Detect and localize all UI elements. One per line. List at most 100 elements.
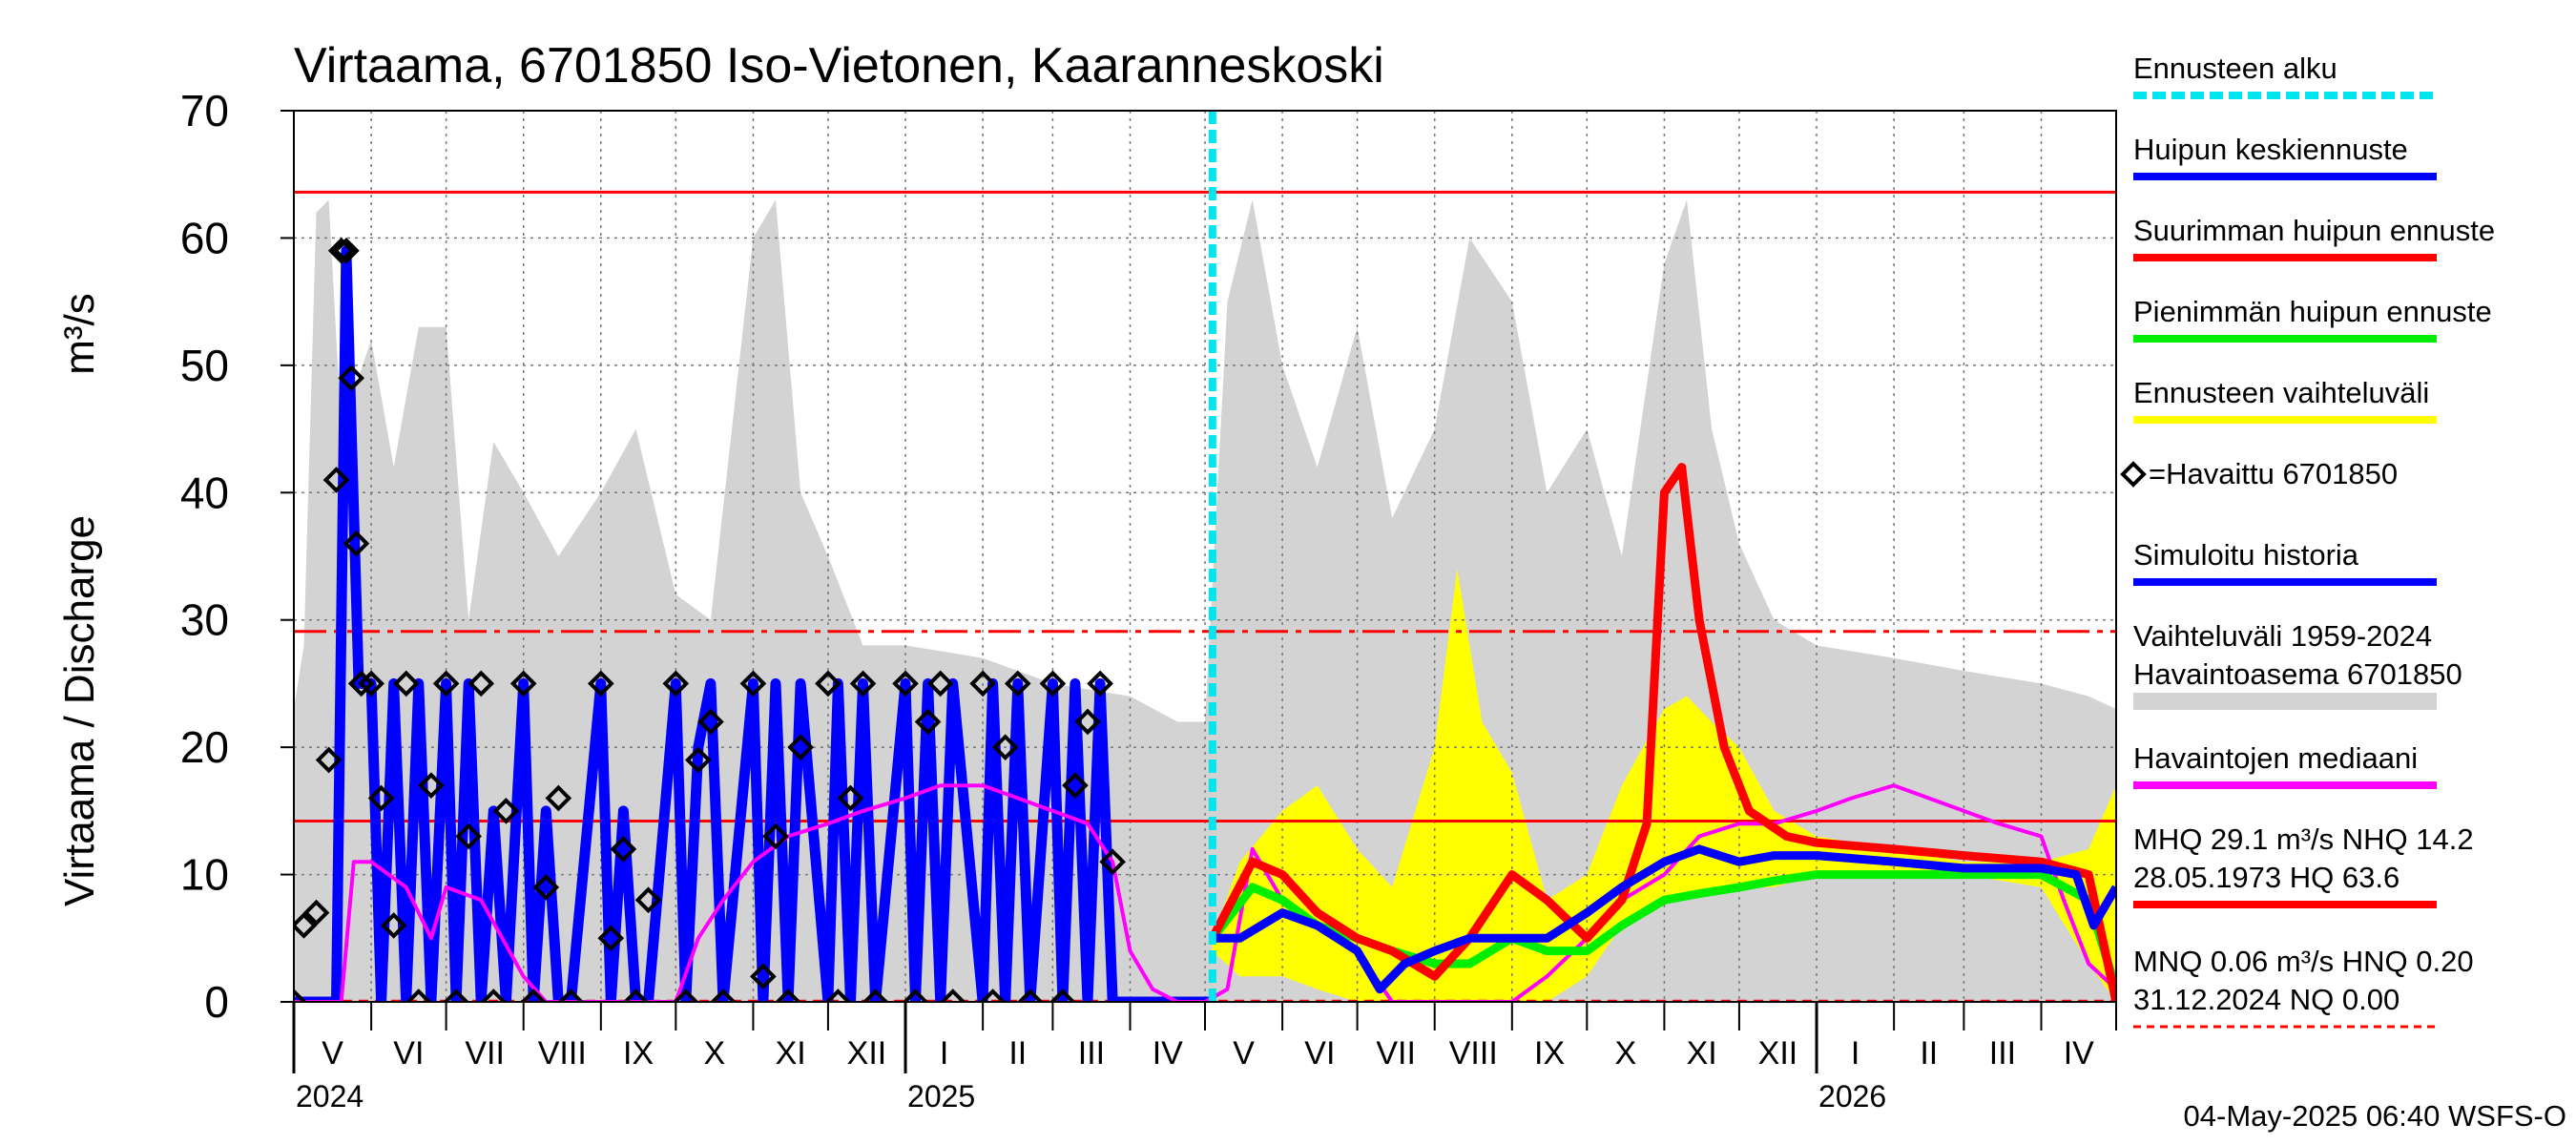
x-month-label: I <box>1851 1035 1859 1072</box>
observed-point <box>862 989 889 1002</box>
observed-point <box>969 670 996 697</box>
series-pienimman-huipun-ennuste <box>1209 870 2116 991</box>
observed-point <box>926 670 954 697</box>
observed-point <box>358 670 384 697</box>
observed-point <box>333 237 360 264</box>
chart-title: Virtaama, 6701850 Iso-Vietonen, Kaaranne… <box>294 38 1384 94</box>
observed-point <box>762 822 789 850</box>
x-month-label: VI <box>1304 1035 1335 1072</box>
legend-label: Ennusteen alku <box>2133 52 2337 85</box>
observed-point <box>1004 670 1031 697</box>
observed-point <box>532 874 560 901</box>
plot-content <box>294 111 2116 1002</box>
y-tick-label: 40 <box>180 468 229 517</box>
legend-label: Vaihteluväli 1959-2024 <box>2133 619 2432 653</box>
observed-point <box>520 989 548 1002</box>
y-tick-label: 0 <box>204 977 229 1027</box>
observed-point <box>902 989 929 1002</box>
legend-label: Simuloitu historia <box>2133 538 2359 572</box>
observed-point <box>557 989 585 1002</box>
observed-point <box>315 746 343 774</box>
x-month-label: II <box>1920 1035 1938 1072</box>
observed-point <box>597 925 625 952</box>
legend-label: Suurimman huipun ennuste <box>2133 214 2495 247</box>
observed-point <box>392 670 420 697</box>
series-suurimman-huipun-ennuste <box>1208 463 2116 1002</box>
x-month-label: V <box>1233 1035 1255 1072</box>
observed-point <box>914 708 942 736</box>
legend: Ennusteen alku Huipun keskiennuste Suurimm… <box>2120 52 2495 1029</box>
y-tick-label: 10 <box>180 850 229 900</box>
x-month-label: II <box>1008 1035 1027 1072</box>
band-1 <box>1212 569 2116 1002</box>
x-month-label: XI <box>776 1035 806 1072</box>
observed-point <box>837 784 864 812</box>
observed-point <box>347 670 375 697</box>
observed-point <box>849 670 877 697</box>
observed-point <box>634 886 662 914</box>
observed-point <box>302 899 330 926</box>
observed-point <box>710 989 737 1002</box>
series-simuloitu-historia <box>294 245 1213 1002</box>
observed-point <box>380 912 407 939</box>
observed-point <box>1049 989 1076 1002</box>
observed-point <box>492 798 520 824</box>
observed-point <box>672 989 699 1002</box>
observed-point <box>1074 708 1101 736</box>
x-month-label: IV <box>2064 1035 2094 1072</box>
observed-point <box>610 836 637 863</box>
y-tick-label: 60 <box>180 213 229 262</box>
legend-label-2: 31.12.2024 NQ 0.00 <box>2133 983 2399 1016</box>
footer-timestamp: 04-May-2025 06:40 WSFS-O <box>2184 1099 2566 1133</box>
plot-area <box>294 111 2116 1002</box>
x-month-label: VI <box>393 1035 424 1072</box>
y-axis-unit: m³/s <box>56 293 103 375</box>
observed-point <box>775 989 801 1002</box>
y-tick-label: 30 <box>180 595 229 645</box>
legend-label: MNQ 0.06 m³/s HNQ 0.20 <box>2133 945 2474 978</box>
legend-label: Ennusteen vaihteluväli <box>2133 376 2429 409</box>
observed-point <box>1087 670 1113 697</box>
series-havaittu <box>294 237 1127 1002</box>
x-year-label: 2025 <box>907 1079 975 1114</box>
observed-point <box>509 670 537 697</box>
observed-point <box>327 237 355 264</box>
legend-label: Huipun keskiennuste <box>2133 133 2408 166</box>
observed-point <box>467 670 495 697</box>
grid <box>294 111 2116 1002</box>
x-month-label: VII <box>1376 1035 1416 1072</box>
x-month-label: IX <box>1534 1035 1565 1072</box>
legend-marker <box>2120 461 2147 488</box>
observed-point <box>322 467 350 493</box>
x-month-label: X <box>1615 1035 1637 1072</box>
x-month-label: XI <box>1687 1035 1717 1072</box>
y-tick-label: 50 <box>180 341 229 390</box>
x-month-label: IX <box>623 1035 654 1072</box>
observed-point <box>685 746 712 774</box>
x-month-label: I <box>940 1035 948 1072</box>
x-month-label: V <box>322 1035 343 1072</box>
observed-point <box>824 989 852 1002</box>
observed-point <box>443 989 469 1002</box>
y-tick-label: 20 <box>180 722 229 772</box>
observed-point <box>750 963 777 990</box>
legend-label: =Havaittu 6701850 <box>2149 457 2398 490</box>
observed-point <box>455 822 482 850</box>
observed-point <box>787 734 814 760</box>
observed-point <box>405 989 432 1002</box>
observed-point <box>480 989 508 1002</box>
series-huipun-keskiennuste <box>1212 844 2116 994</box>
observed-point <box>1017 989 1044 1002</box>
x-month-label: XII <box>1758 1035 1798 1072</box>
observed-point <box>1099 848 1127 876</box>
series-havaintojen-mediaani <box>294 783 2116 1002</box>
y-tick-label: 70 <box>180 86 229 135</box>
x-month-label: VIII <box>1449 1035 1498 1072</box>
observed-point <box>892 670 919 697</box>
legend-label-2: 28.05.1973 HQ 63.6 <box>2133 861 2399 894</box>
x-month-label: III <box>1078 1035 1105 1072</box>
observed-point <box>1062 772 1089 799</box>
x-month-label: XII <box>847 1035 887 1072</box>
